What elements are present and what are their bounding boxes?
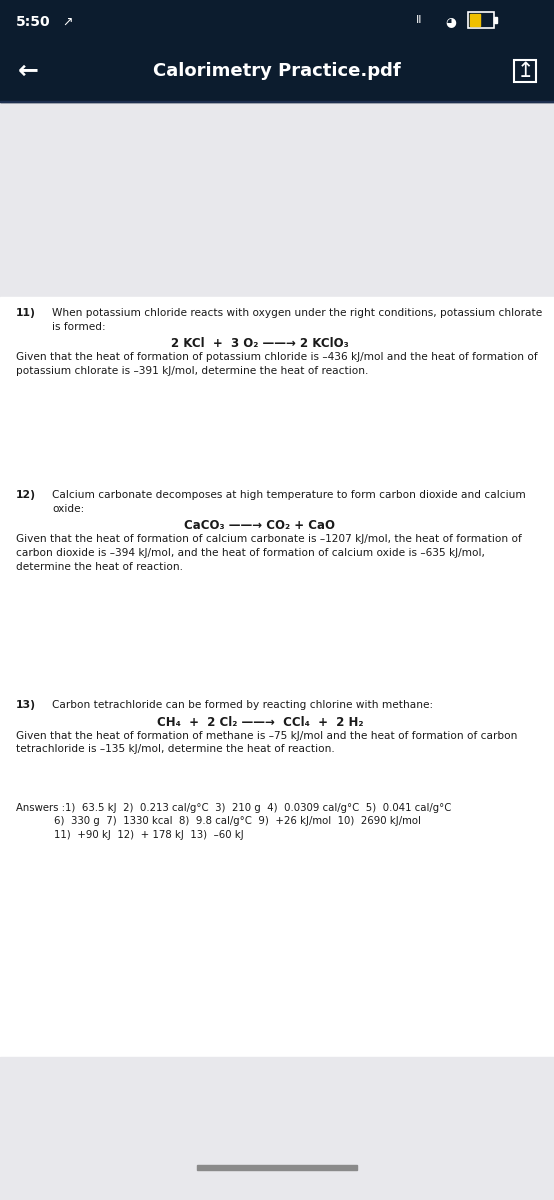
Bar [0, 102, 554, 296]
Text: 11)  +90 kJ  12)  + 178 kJ  13)  –60 kJ: 11) +90 kJ 12) + 178 kJ 13) –60 kJ [54, 830, 244, 840]
Text: tetrachloride is –135 kJ/mol, determine the heat of reaction.: tetrachloride is –135 kJ/mol, determine … [16, 744, 335, 755]
Bar [197, 1165, 357, 1170]
Bar [0, 296, 554, 1057]
Text: Given that the heat of formation of methane is –75 kJ/mol and the heat of format: Given that the heat of formation of meth… [16, 731, 517, 740]
Text: 11): 11) [16, 308, 36, 318]
Text: determine the heat of reaction.: determine the heat of reaction. [16, 562, 183, 571]
Text: ←: ← [18, 59, 39, 83]
Bar [0, 40, 554, 102]
Text: Calcium carbonate decomposes at high temperature to form carbon dioxide and calc: Calcium carbonate decomposes at high tem… [52, 490, 526, 500]
Bar [468, 12, 494, 28]
Text: ◕: ◕ [445, 16, 456, 29]
Bar [470, 14, 480, 26]
Text: carbon dioxide is –394 kJ/mol, and the heat of formation of calcium oxide is –63: carbon dioxide is –394 kJ/mol, and the h… [16, 548, 485, 558]
Bar [514, 60, 536, 82]
Text: oxide:: oxide: [52, 504, 84, 514]
Text: Calorimetry Practice.pdf: Calorimetry Practice.pdf [153, 62, 401, 80]
Text: 13): 13) [16, 700, 36, 710]
Text: 6)  330 g  7)  1330 kcal  8)  9.8 cal/g°C  9)  +26 kJ/mol  10)  2690 kJ/mol: 6) 330 g 7) 1330 kcal 8) 9.8 cal/g°C 9) … [54, 816, 421, 827]
Bar [494, 17, 497, 23]
Text: Answers :1)  63.5 kJ  2)  0.213 cal/g°C  3)  210 g  4)  0.0309 cal/g°C  5)  0.04: Answers :1) 63.5 kJ 2) 0.213 cal/g°C 3) … [16, 803, 452, 814]
Text: 2 KCl  +  3 O₂ ——→ 2 KClO₃: 2 KCl + 3 O₂ ——→ 2 KClO₃ [171, 337, 349, 350]
Text: Given that the heat of formation of calcium carbonate is –1207 kJ/mol, the heat : Given that the heat of formation of calc… [16, 534, 522, 545]
Text: CH₄  +  2 Cl₂ ——→  CCl₄  +  2 H₂: CH₄ + 2 Cl₂ ——→ CCl₄ + 2 H₂ [157, 715, 363, 728]
Text: Ⅱ: Ⅱ [416, 14, 422, 25]
Text: Carbon tetrachloride can be formed by reacting chlorine with methane:: Carbon tetrachloride can be formed by re… [52, 700, 433, 710]
Text: is formed:: is formed: [52, 322, 106, 331]
Text: ↥: ↥ [516, 61, 534, 80]
Text: 12): 12) [16, 490, 36, 500]
Text: When potassium chloride reacts with oxygen under the right conditions, potassium: When potassium chloride reacts with oxyg… [52, 308, 542, 318]
Text: ↗: ↗ [62, 16, 73, 29]
Text: CaCO₃ ——→ CO₂ + CaO: CaCO₃ ——→ CO₂ + CaO [184, 518, 336, 532]
Text: Given that the heat of formation of potassium chloride is –436 kJ/mol and the he: Given that the heat of formation of pota… [16, 353, 537, 362]
Text: 5:50: 5:50 [16, 14, 50, 29]
Bar [0, 0, 554, 40]
Bar [0, 1057, 554, 1200]
Text: potassium chlorate is –391 kJ/mol, determine the heat of reaction.: potassium chlorate is –391 kJ/mol, deter… [16, 366, 368, 376]
